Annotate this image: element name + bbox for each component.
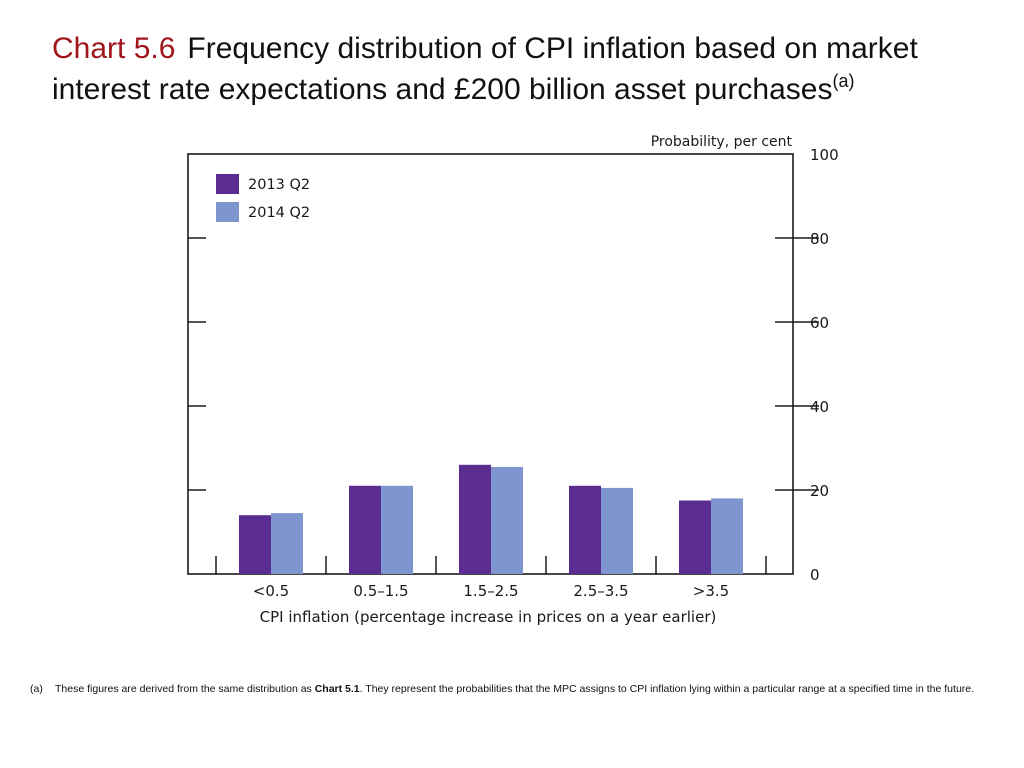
legend-swatch [216,174,239,194]
bar-2013-q2 [349,485,381,574]
legend-label: 2013 Q2 [248,177,310,193]
legend-swatch [216,202,239,222]
footnote-text-before: These figures are derived from the same … [55,683,315,695]
footnote-marker: (a) [30,683,43,695]
bar-2014-q2 [711,498,743,574]
y-tick-label: 0 [810,566,820,584]
y-tick-label: 40 [810,398,829,416]
bar-2014-q2 [271,513,303,574]
bar-2014-q2 [381,485,413,574]
footnote-chart-ref: Chart 5.1 [314,683,360,695]
bar-2014-q2 [491,466,523,574]
footnote-body: These figures are derived from the same … [55,683,1010,696]
y-tick-label: 20 [810,482,829,500]
title-footnote-marker: (a) [832,71,855,91]
y-tick-label: 100 [810,146,839,164]
x-tick-label: 2.5–3.5 [573,582,628,600]
bar-chart: 0 20 40 60 80 100 <0.5 0.5–1.5 1.5–2.5 2.5–3.5 >3… [187,134,839,626]
footnote-text-after: . They represent the probabilities that … [359,683,975,695]
x-tick-label: <0.5 [253,582,289,600]
footnote: (a) These figures are derived from the s… [30,683,1010,696]
y-tick-label: 80 [810,230,829,248]
y-tick-label: 60 [810,314,829,332]
x-tick-label: >3.5 [693,582,729,600]
y-axis-label: Probability, per cent [651,134,793,150]
legend-label: 2014 Q2 [248,205,310,221]
x-tick-label: 0.5–1.5 [353,582,408,600]
bar-2014-q2 [601,487,633,574]
bar-2013-q2 [239,515,271,574]
chart-number: Chart 5.6 [52,32,176,65]
chart-title: Chart 5.6 Frequency distribution of CPI i… [52,28,992,110]
bar-2013-q2 [679,500,711,574]
bar-2013-q2 [459,464,491,574]
x-tick-label: 1.5–2.5 [463,582,518,600]
bar-2013-q2 [569,485,601,574]
x-axis-label: CPI inflation (percentage increase in pr… [260,608,717,626]
chart-title-text: Frequency distribution of CPI inflation … [52,32,918,106]
